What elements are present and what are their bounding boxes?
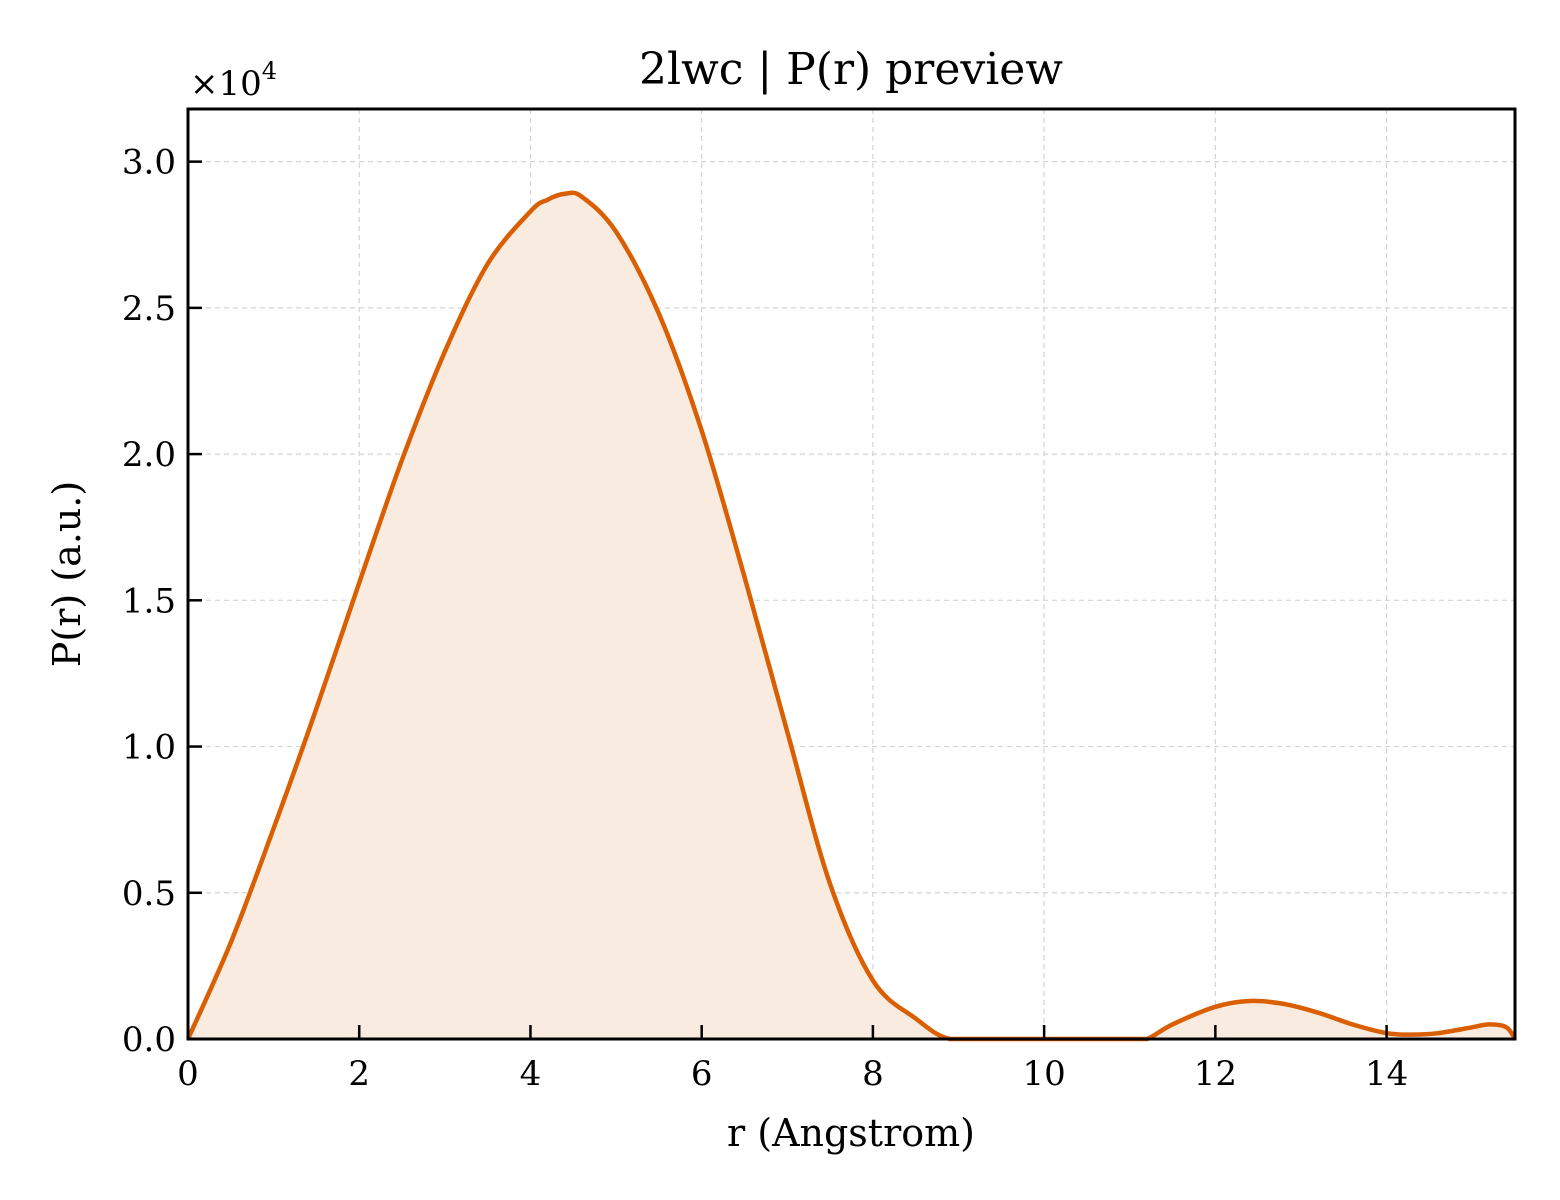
x-tick-label-7: 14	[1365, 1054, 1408, 1094]
chart-title: 2lwc | P(r) preview	[639, 44, 1063, 95]
y-tick-label-0: 0.0	[122, 1020, 176, 1060]
x-tick-label-4: 8	[862, 1054, 884, 1094]
pr-area-fill	[188, 192, 1515, 1039]
x-tick-label-1: 2	[348, 1054, 370, 1094]
x-tick-label-0: 0	[177, 1054, 199, 1094]
pr-series-line	[185, 190, 1517, 1042]
y-tick-label-2: 1.0	[122, 728, 176, 768]
x-tick-label-2: 4	[520, 1054, 542, 1094]
y-multiplier-exponent: 4	[262, 57, 277, 85]
y-multiplier: ×104	[190, 57, 277, 104]
plot-frame	[186, 107, 1517, 1041]
x-tick-label-6: 12	[1194, 1054, 1237, 1094]
x-tick-label-3: 6	[691, 1054, 713, 1094]
y-tick-label-3: 1.5	[122, 581, 176, 621]
ticks	[186, 160, 1388, 1041]
x-axis-label: r (Angstrom)	[727, 1111, 975, 1155]
y-multiplier-base: ×10	[190, 64, 262, 104]
x-tick-label-5: 10	[1022, 1054, 1065, 1094]
y-tick-label-1: 0.5	[122, 874, 176, 914]
y-tick-label-5: 2.5	[122, 289, 176, 329]
y-tick-label-4: 2.0	[122, 435, 176, 475]
tick-labels: 0 2 4 6 8 10 12 14 0.0 0.5 1.0 1.5 2.0 2.5 3.0	[122, 143, 1408, 1094]
y-axis-label: P(r) (a.u.)	[45, 481, 89, 667]
y-tick-label-6: 3.0	[122, 143, 176, 183]
